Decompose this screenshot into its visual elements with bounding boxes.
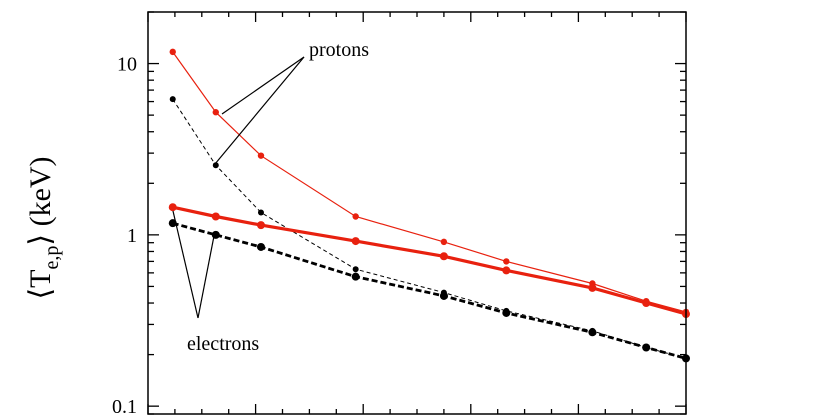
series-3-point <box>351 272 360 281</box>
series-2-point <box>256 221 265 230</box>
y-tick-labels: 10 1 0.1 <box>112 54 137 415</box>
series-3-point <box>642 343 651 352</box>
series-3-point <box>256 242 265 251</box>
series-line-2 <box>172 205 687 316</box>
series-2-point <box>588 283 597 292</box>
y-tick-label: 1 <box>127 225 137 247</box>
series-3-point <box>211 230 220 239</box>
y-tick-label: 0.1 <box>112 396 137 415</box>
series-1-point <box>352 266 359 273</box>
series-3-point <box>502 308 511 317</box>
annotation-electrons: electrons <box>187 333 259 355</box>
series-3-point <box>439 291 448 300</box>
series-line-1 <box>172 98 687 359</box>
y-axis-label-suffix: ⟩ (keV) <box>24 156 57 245</box>
series-2-point <box>351 237 360 246</box>
series-2-point <box>502 266 511 275</box>
y-axis-label-main: ⟨T <box>24 270 57 300</box>
series-1-point <box>257 209 264 216</box>
series-line-0 <box>172 51 687 313</box>
series-3-point <box>588 328 597 337</box>
series-0-point <box>257 152 265 159</box>
y-axis-label-subscript: e,p <box>41 246 63 270</box>
series-layer <box>168 48 690 363</box>
series-0-point <box>440 238 448 246</box>
svg-text:⟨Te,p⟩ (keV): ⟨Te,p⟩ (keV) <box>24 156 63 299</box>
electrons-leader-line <box>172 210 199 319</box>
protons-leader-line <box>221 56 305 115</box>
electrons-leader-line <box>197 235 215 319</box>
series-0-point <box>169 48 176 56</box>
series-1-point <box>169 96 176 103</box>
series-0-point <box>212 109 219 116</box>
y-tick-label: 10 <box>117 54 137 76</box>
series-2-point <box>168 203 177 212</box>
series-2-point <box>642 299 651 308</box>
series-2-point <box>211 212 220 221</box>
series-0-point <box>503 258 510 265</box>
y-axis-label: ⟨Te,p⟩ (keV) <box>24 156 63 299</box>
annotation-protons: protons <box>309 39 369 61</box>
protons-leader-line <box>214 56 305 165</box>
series-1-point <box>212 162 219 169</box>
plot-frame <box>147 11 687 415</box>
annotation-lines <box>172 56 305 319</box>
series-2-point <box>439 252 448 261</box>
series-0-point <box>352 213 359 220</box>
series-3-point <box>168 219 177 228</box>
